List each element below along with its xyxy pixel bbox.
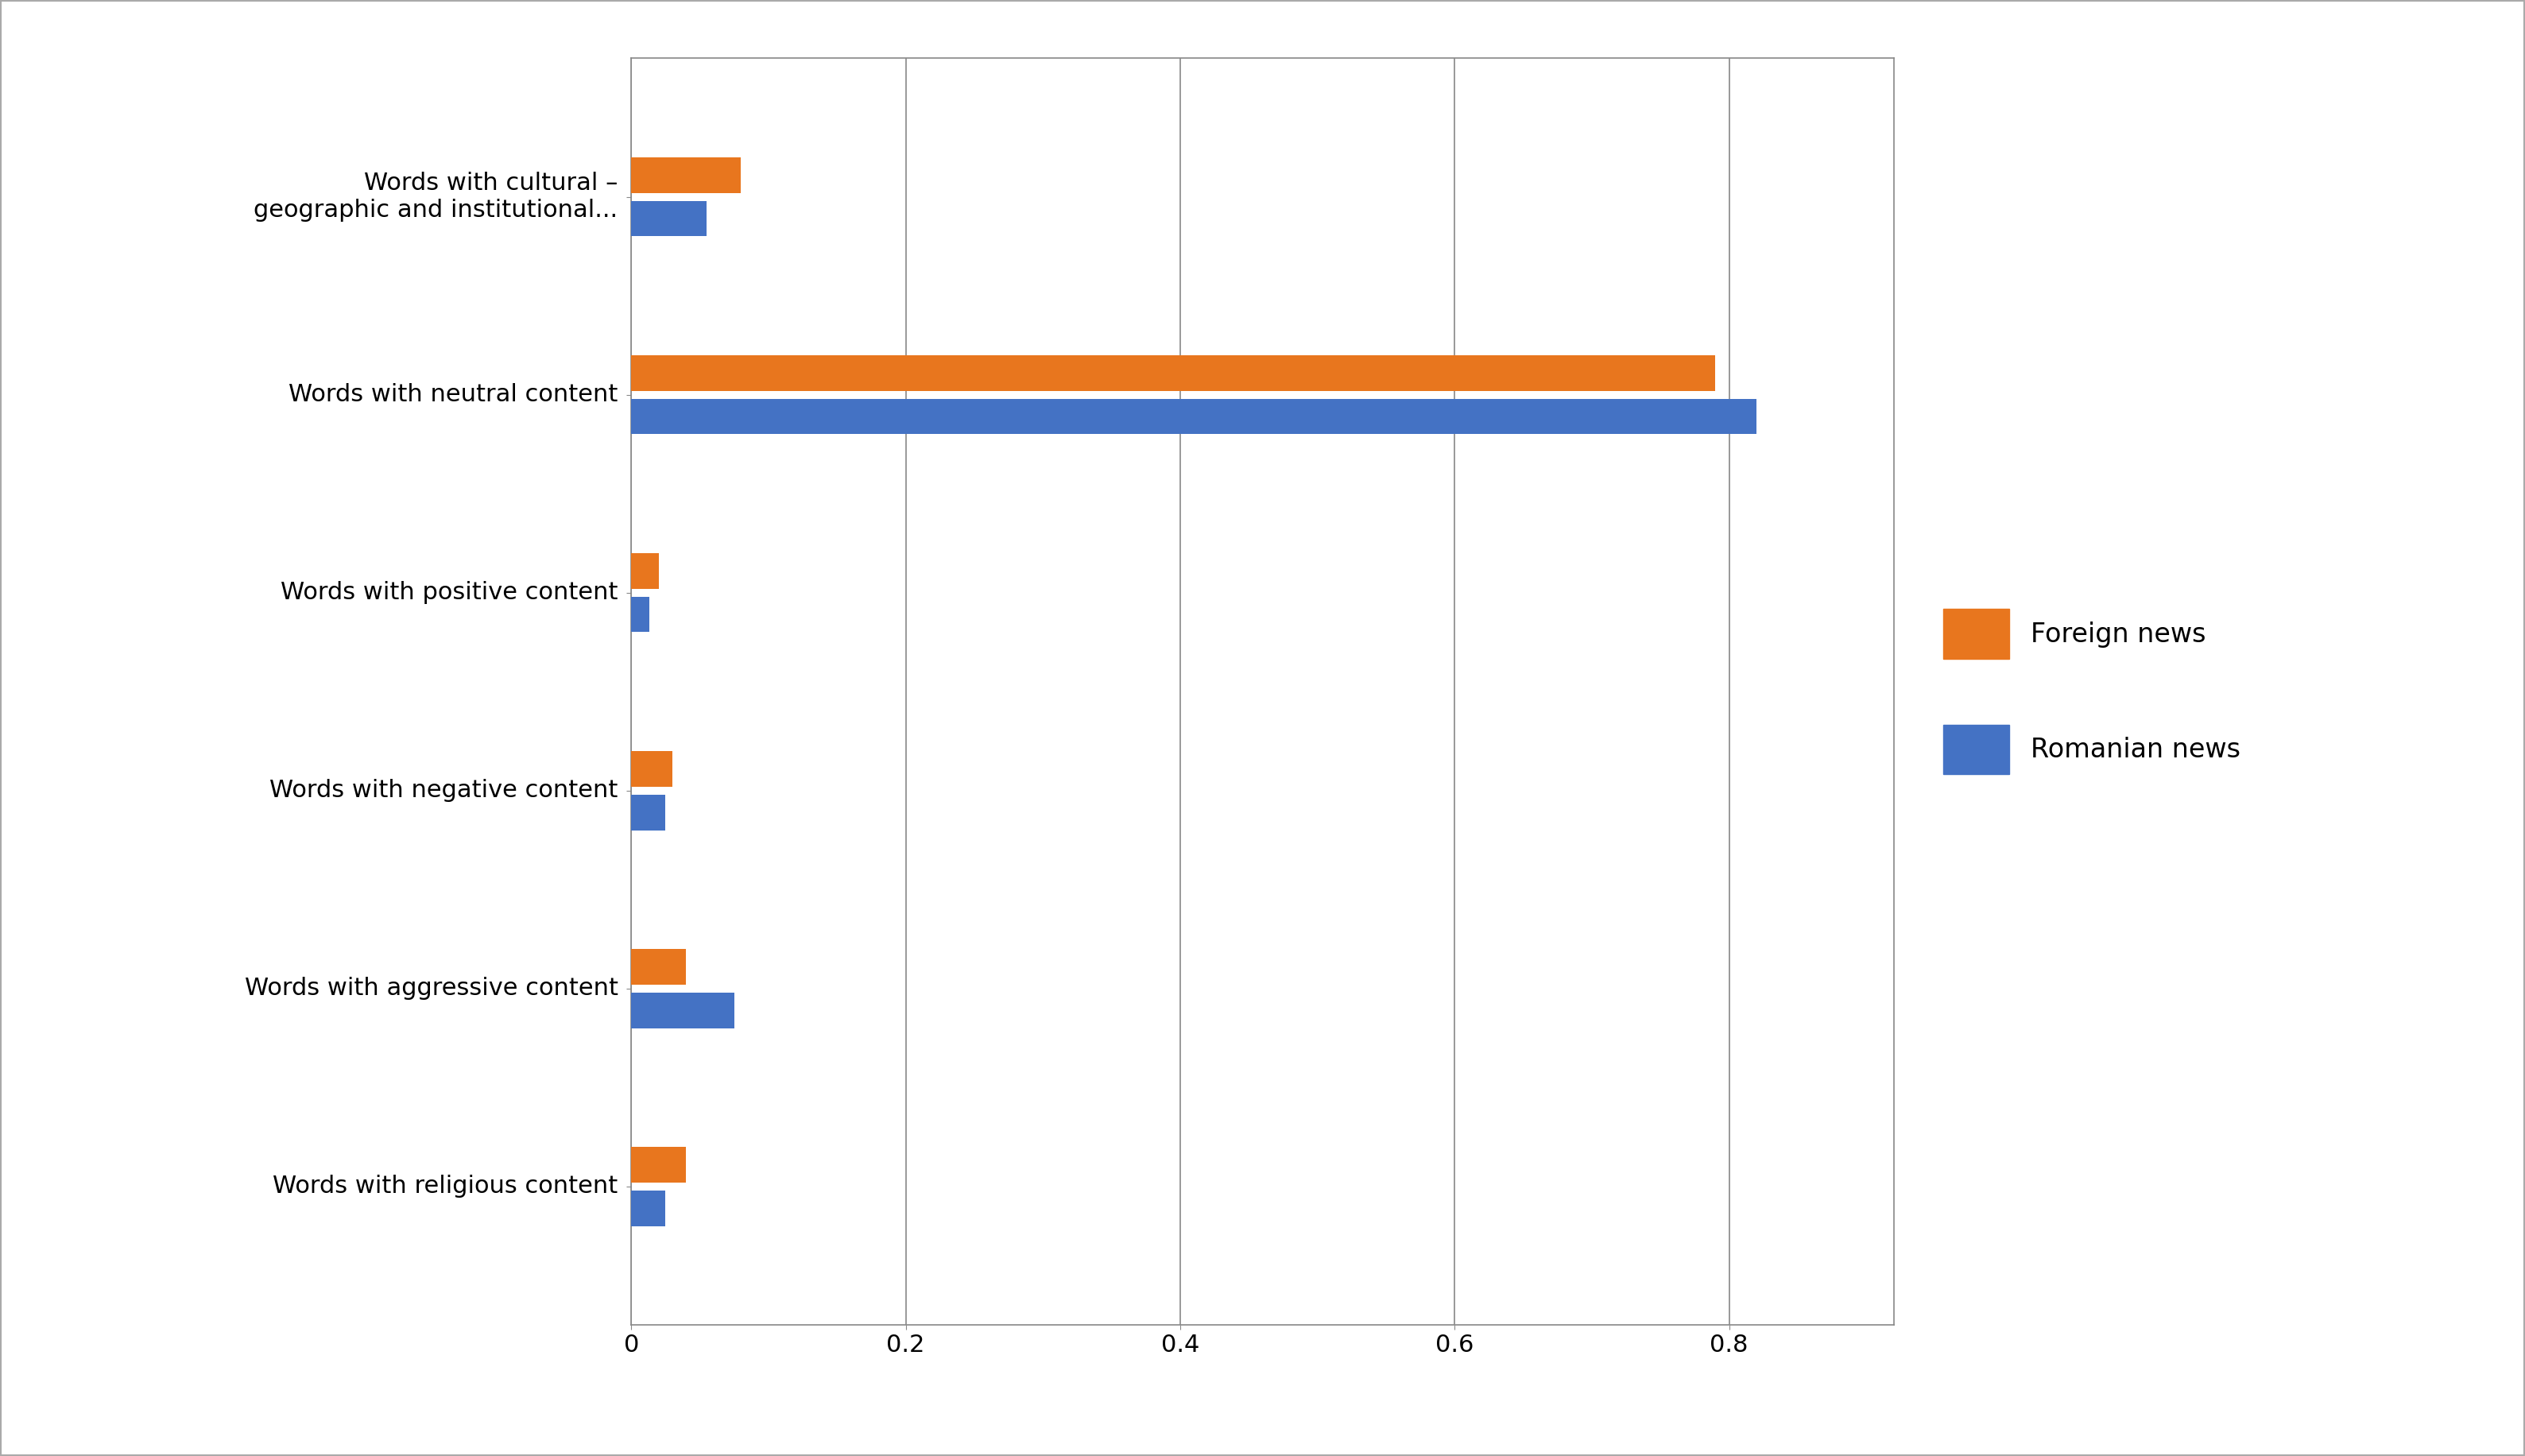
Bar (631, 1147, 687, 1182)
Bar (631, 399, 1757, 434)
Bar (631, 795, 667, 830)
Legend: Foreign news, Romanian news: Foreign news, Romanian news (1932, 598, 2250, 785)
Bar (631, 157, 740, 192)
Bar (631, 949, 687, 984)
Bar (631, 201, 707, 236)
Bar (631, 1191, 667, 1226)
Bar (631, 355, 1714, 390)
Bar (631, 553, 659, 588)
Bar (631, 993, 735, 1028)
Bar (631, 751, 672, 786)
Bar (631, 597, 649, 632)
